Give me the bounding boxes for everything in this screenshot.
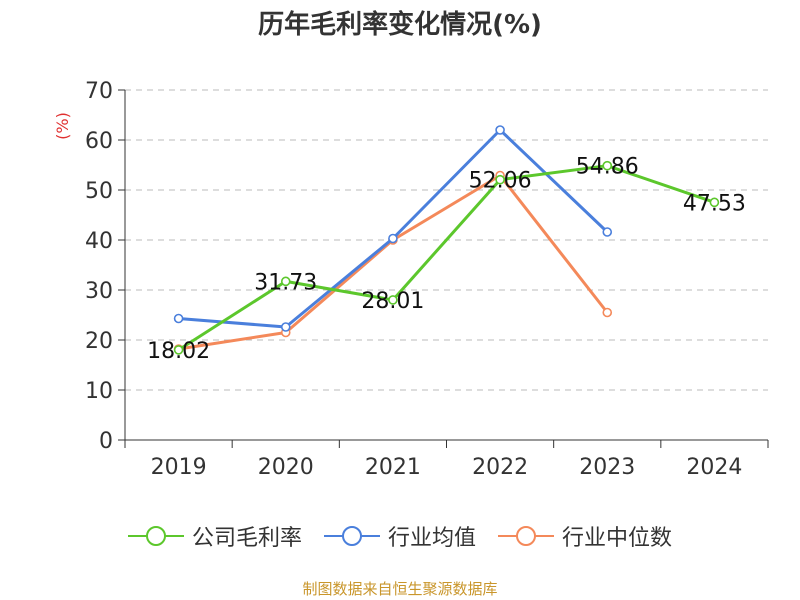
data-label: 28.01 <box>361 289 424 314</box>
legend: 公司毛利率 行业均值 行业中位数 <box>0 520 800 552</box>
y-tick-label: 50 <box>85 179 113 204</box>
data-point <box>602 160 613 171</box>
data-label: 47.53 <box>683 191 746 216</box>
data-point <box>173 313 184 324</box>
legend-swatch-industry-median <box>498 526 554 546</box>
legend-label-industry-mean: 行业均值 <box>387 526 476 551</box>
legend-swatch-industry-mean <box>323 526 380 546</box>
x-tick-label: 2020 <box>258 455 314 480</box>
data-point <box>495 125 505 135</box>
data-point <box>602 307 613 318</box>
x-tick-label: 2023 <box>579 455 635 480</box>
y-tick-label: 30 <box>85 279 113 304</box>
legend-item-industry-median[interactable]: 行业中位数 <box>498 520 672 552</box>
data-label: 52.06 <box>469 169 532 194</box>
legend-item-company[interactable]: 公司毛利率 <box>127 520 302 552</box>
data-label: 18.02 <box>147 339 210 364</box>
data-point <box>388 233 398 244</box>
data-point <box>173 345 184 355</box>
x-tick-label: 2021 <box>365 455 421 480</box>
x-tick-label: 2022 <box>472 455 528 480</box>
data-point <box>388 295 398 305</box>
legend-label-company: 公司毛利率 <box>191 526 302 551</box>
y-tick-label: 70 <box>85 79 113 104</box>
x-tick-label: 2024 <box>686 455 742 480</box>
chart-title: 历年毛利率变化情况(%) <box>258 10 542 40</box>
x-tick-label: 2019 <box>151 455 207 480</box>
data-label: 54.86 <box>576 155 639 180</box>
data-point <box>280 322 291 332</box>
legend-label-industry-median: 行业中位数 <box>562 526 673 551</box>
y-tick-label: 20 <box>85 329 113 354</box>
data-point <box>709 197 720 208</box>
series-line <box>177 164 715 352</box>
data-point <box>602 227 613 237</box>
legend-swatch-company <box>127 526 184 546</box>
data-point <box>280 276 291 287</box>
legend-item-industry-mean[interactable]: 行业均值 <box>323 520 476 552</box>
y-tick-label: 10 <box>85 379 113 404</box>
y-tick-label: 40 <box>85 229 113 254</box>
y-tick-label: 0 <box>99 429 113 454</box>
data-point <box>495 174 505 185</box>
source-note: 制图数据来自恒生聚源数据库 <box>302 580 498 598</box>
y-axis-label: (%) <box>53 112 72 140</box>
data-label: 31.73 <box>254 270 317 295</box>
y-tick-label: 60 <box>85 129 113 154</box>
